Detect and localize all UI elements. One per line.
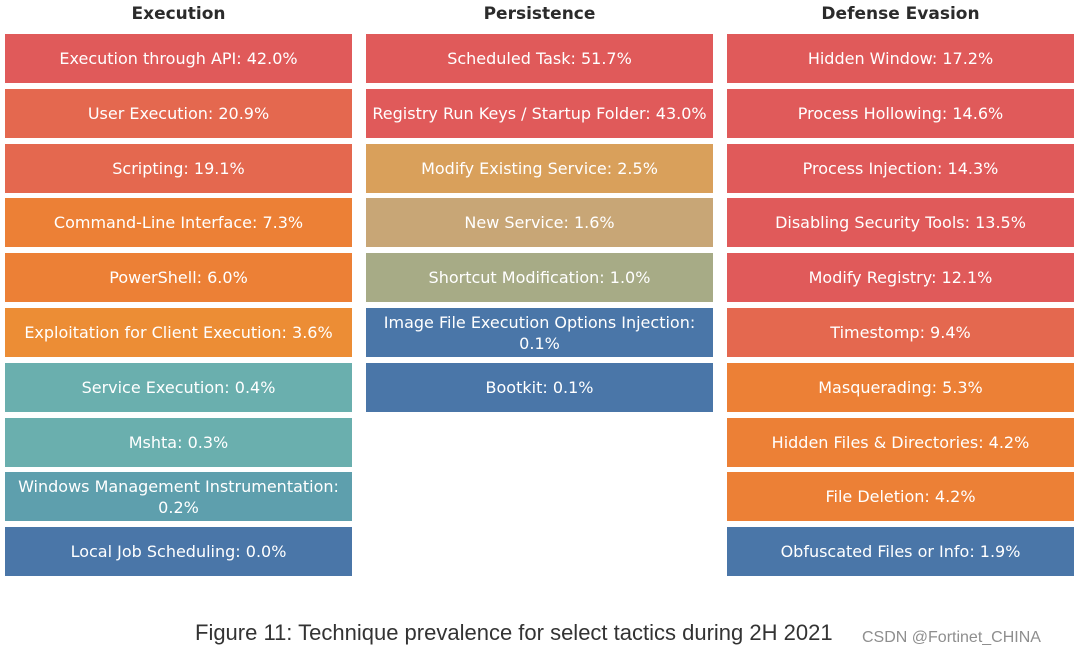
technique-cell-obfuscated-files-or-info: Obfuscated Files or Info: 1.9% [727, 527, 1074, 576]
technique-cell-user-execution: User Execution: 20.9% [5, 89, 352, 138]
figure-caption: Figure 11: Technique prevalence for sele… [195, 620, 833, 645]
technique-cell-command-line-interface: Command-Line Interface: 7.3% [5, 198, 352, 247]
technique-cell-local-job-scheduling: Local Job Scheduling: 0.0% [5, 527, 352, 576]
technique-cell-hidden-files-directories: Hidden Files & Directories: 4.2% [727, 418, 1074, 467]
technique-cell-masquerading: Masquerading: 5.3% [727, 363, 1074, 412]
technique-cell-process-injection: Process Injection: 14.3% [727, 144, 1074, 193]
technique-cell-shortcut-modification: Shortcut Modification: 1.0% [366, 253, 713, 302]
technique-cell-disabling-security-tools: Disabling Security Tools: 13.5% [727, 198, 1074, 247]
column-title-defense-evasion: Defense Evasion [821, 4, 980, 24]
technique-cell-exploitation-for-client-execution: Exploitation for Client Execution: 3.6% [5, 308, 352, 357]
technique-cell-new-service: New Service: 1.6% [366, 198, 713, 247]
technique-cell-execution-through-api: Execution through API: 42.0% [5, 34, 352, 83]
technique-cell-process-hollowing: Process Hollowing: 14.6% [727, 89, 1074, 138]
technique-cell-modify-existing-service: Modify Existing Service: 2.5% [366, 144, 713, 193]
watermark: CSDN @Fortinet_CHINA [862, 629, 1041, 646]
technique-cell-modify-registry: Modify Registry: 12.1% [727, 253, 1074, 302]
column-title-execution: Execution [131, 4, 226, 24]
technique-cell-file-deletion: File Deletion: 4.2% [727, 472, 1074, 521]
technique-cell-hidden-window: Hidden Window: 17.2% [727, 34, 1074, 83]
technique-cell-scheduled-task: Scheduled Task: 51.7% [366, 34, 713, 83]
technique-cell-bootkit: Bootkit: 0.1% [366, 363, 713, 412]
technique-cell-scripting: Scripting: 19.1% [5, 144, 352, 193]
technique-cell-image-file-execution-options-injection: Image File Execution Options Injection: … [366, 308, 713, 357]
technique-cell-registry-run-keys-startup-folder: Registry Run Keys / Startup Folder: 43.0… [366, 89, 713, 138]
technique-cell-powershell: PowerShell: 6.0% [5, 253, 352, 302]
technique-cell-mshta: Mshta: 0.3% [5, 418, 352, 467]
column-title-persistence: Persistence [483, 4, 596, 24]
technique-cell-windows-management-instrumentation: Windows Management Instrumentation: 0.2% [5, 472, 352, 521]
technique-cell-timestomp: Timestomp: 9.4% [727, 308, 1074, 357]
technique-cell-service-execution: Service Execution: 0.4% [5, 363, 352, 412]
